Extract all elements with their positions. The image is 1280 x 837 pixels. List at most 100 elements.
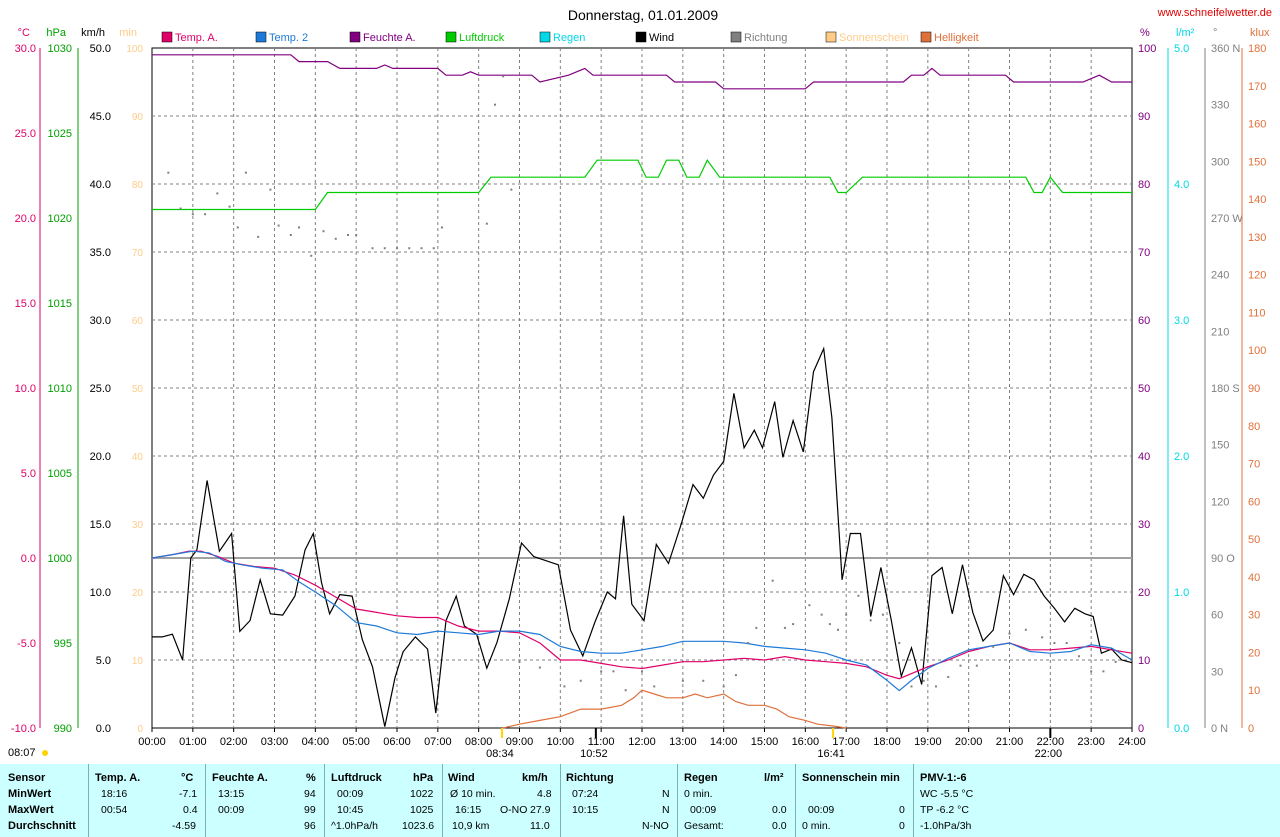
- direction-point: [518, 660, 521, 663]
- direction-point: [440, 226, 443, 229]
- direction-point: [783, 626, 786, 629]
- series-temp-a-: [151, 550, 1133, 680]
- hum-max-time: 00:09: [218, 804, 245, 816]
- series-layer: [151, 54, 1133, 729]
- direction-point: [959, 664, 962, 667]
- direction-point: [191, 213, 194, 216]
- rain-min-label: 0 min.: [684, 788, 713, 800]
- direction-point: [755, 626, 758, 629]
- sun-max-val: 0: [899, 804, 905, 816]
- direction-tick-label: 180 S: [1211, 383, 1240, 395]
- direction-point: [494, 103, 496, 106]
- direction-point: [975, 664, 978, 667]
- x-tick-label: 15:00: [751, 736, 779, 748]
- brightness-tick-label: 30: [1248, 610, 1260, 622]
- legend-label: Richtung: [744, 32, 787, 44]
- direction-point: [792, 623, 795, 626]
- direction-tick-label: 240: [1211, 270, 1229, 282]
- dir-min-time: 07:24: [572, 788, 599, 800]
- x-tick-label: 09:00: [506, 736, 534, 748]
- humidity-tick-label: 80: [1138, 179, 1150, 191]
- brightness-tick-label: 50: [1248, 534, 1260, 546]
- legend-swatch: [920, 31, 932, 43]
- wind-unit: km/h: [522, 772, 548, 784]
- rain-tick-label: 1.0: [1174, 587, 1189, 599]
- brightness-unit-label: klux: [1250, 27, 1270, 39]
- direction-point: [612, 670, 615, 673]
- humidity-unit-label: %: [1140, 27, 1150, 39]
- pressure-unit-label: hPa: [46, 27, 66, 39]
- row-label-max: MaxWert: [8, 804, 54, 816]
- sun-max-time: 00:09: [808, 804, 835, 816]
- direction-point: [681, 679, 684, 682]
- temp-tick-label: 30.0: [15, 43, 36, 55]
- x-tick-label: 24:00: [1118, 736, 1146, 748]
- press-min-time: 00:09: [337, 788, 364, 800]
- direction-point: [408, 247, 411, 250]
- direction-tick-label: 360 N: [1211, 43, 1240, 55]
- rain-max-time: 00:09: [690, 804, 717, 816]
- pressure-tick-label: 1005: [48, 468, 72, 480]
- wind-max-time: 16:15: [455, 804, 482, 816]
- pressure-tick-label: 990: [54, 723, 72, 735]
- direction-point: [228, 205, 231, 208]
- wind-tick-label: 45.0: [90, 111, 111, 123]
- website-link[interactable]: www.schneifelwetter.de: [1157, 7, 1272, 19]
- direction-point: [322, 230, 325, 233]
- pmv-dewpoint: TP -6.2 °C: [920, 804, 969, 816]
- sun-total: 0: [899, 820, 905, 832]
- sunshine-tick-label: 100: [126, 44, 143, 55]
- direction-point: [1114, 660, 1117, 663]
- legend-label: Temp. 2: [269, 32, 308, 44]
- sunrise-label: 08:07: [8, 747, 36, 759]
- humidity-tick-label: 100: [1138, 43, 1156, 55]
- direction-point: [992, 645, 995, 648]
- x-tick-label: 22:00: [1037, 736, 1065, 748]
- direction-point: [371, 247, 374, 250]
- direction-point: [935, 685, 937, 688]
- legend-label: Helligkeit: [934, 32, 979, 44]
- direction-point: [485, 222, 488, 225]
- direction-point: [216, 192, 219, 195]
- sunshine-tick-label: 10: [132, 656, 144, 667]
- humidity-tick-label: 40: [1138, 451, 1150, 463]
- direction-tick-label: 60: [1211, 610, 1223, 622]
- direction-point: [257, 235, 260, 238]
- direction-point: [641, 670, 643, 673]
- wind-header: Wind: [448, 772, 475, 784]
- brightness-tick-label: 140: [1248, 194, 1266, 206]
- brightness-tick-label: 80: [1248, 421, 1260, 433]
- sun-header: Sonnenschein min: [802, 772, 900, 784]
- direction-point: [1065, 642, 1068, 644]
- press-max-val: 1025: [410, 804, 434, 816]
- direction-point: [837, 628, 839, 631]
- rain-unit: l/m²: [764, 772, 784, 784]
- chart-title: Donnerstag, 01.01.2009: [568, 7, 718, 23]
- direction-point: [845, 613, 848, 616]
- brightness-tick-label: 70: [1248, 459, 1260, 471]
- brightness-tick-label: 170: [1248, 81, 1266, 93]
- humidity-tick-label: 70: [1138, 247, 1150, 259]
- grid: [151, 47, 1133, 729]
- sun-total-label: 0 min.: [802, 820, 831, 832]
- legend-label: Temp. A.: [175, 32, 218, 44]
- brightness-tick-label: 110: [1248, 307, 1266, 319]
- legend-label: Regen: [553, 32, 585, 44]
- sunrise-icon: [42, 750, 48, 756]
- direction-point: [204, 213, 207, 216]
- rain-max-val: 0.0: [772, 804, 787, 816]
- humidity-tick-label: 10: [1138, 655, 1150, 667]
- marker-label: 08:34: [486, 748, 514, 760]
- direction-point: [881, 613, 884, 616]
- temp-tick-label: -10.0: [11, 723, 36, 735]
- direction-point: [1090, 670, 1093, 673]
- pmv-header: PMV-1:-6: [920, 772, 967, 784]
- x-tick-label: 11:00: [588, 736, 615, 748]
- hum-header: Feuchte A.: [212, 772, 268, 784]
- wind-tick-label: 0.0: [96, 723, 111, 735]
- legend-swatch: [349, 31, 361, 43]
- series-luftdruck: [152, 159, 1132, 211]
- press-trend: ^1.0hPa/h: [331, 820, 378, 832]
- temp-tick-label: 15.0: [15, 298, 36, 310]
- x-tick-label: 12:00: [628, 736, 656, 748]
